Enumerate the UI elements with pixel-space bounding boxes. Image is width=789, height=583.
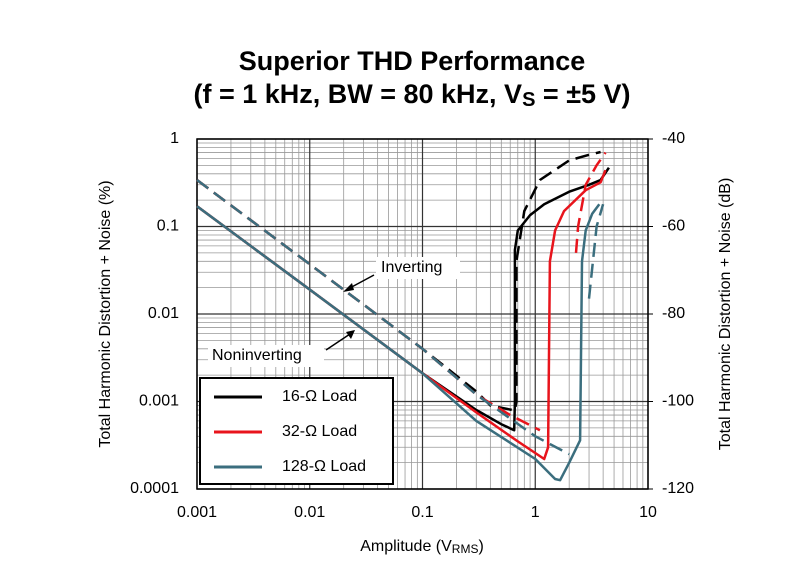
x-axis-label: Amplitude (VRMS) (360, 538, 484, 556)
y2-tick-label: -40 (662, 130, 685, 147)
annotation-bg (376, 257, 460, 279)
y2-tick-label: -120 (662, 480, 694, 497)
arrow-head (346, 330, 355, 339)
y-axis-label: Total Harmonic Distortion + Noise (%) (97, 180, 114, 447)
annotation: Noninverting (212, 347, 302, 364)
arrow-head (343, 283, 354, 292)
x-tick-label: 10 (639, 504, 657, 521)
x-tick-label: 0.001 (177, 504, 217, 521)
y-tick-label: 0.001 (139, 393, 179, 410)
legend-label: 128-Ω Load (282, 458, 366, 475)
annotation: Inverting (381, 259, 442, 276)
legend-label: 32-Ω Load (282, 423, 357, 440)
y2-axis-label: Total Harmonic Distortion + Noise (dB) (717, 178, 734, 451)
y-tick-label: 0.1 (157, 218, 179, 235)
annotation-bg (208, 345, 324, 367)
annotation-arrow (325, 333, 351, 351)
plot-frame (196, 138, 649, 490)
y2-tick-label: -60 (662, 218, 685, 235)
x-tick-label: 0.01 (294, 504, 325, 521)
legend-label: 16-Ω Load (282, 388, 357, 405)
chart-title: Superior THD Performance (239, 46, 586, 76)
series-line (196, 203, 601, 482)
y-tick-label: 0.0001 (130, 480, 179, 497)
y2-tick-label: -80 (662, 305, 685, 322)
y-tick-label: 0.01 (148, 305, 179, 322)
y2-tick-label: -100 (662, 393, 694, 410)
chart-subtitle: (f = 1 kHz, BW = 80 kHz, VS = ±5 V) (193, 79, 630, 111)
x-tick-label: 1 (531, 504, 540, 521)
y-tick-label: 1 (170, 130, 179, 147)
series-line (196, 178, 605, 456)
x-tick-label: 0.1 (411, 504, 433, 521)
